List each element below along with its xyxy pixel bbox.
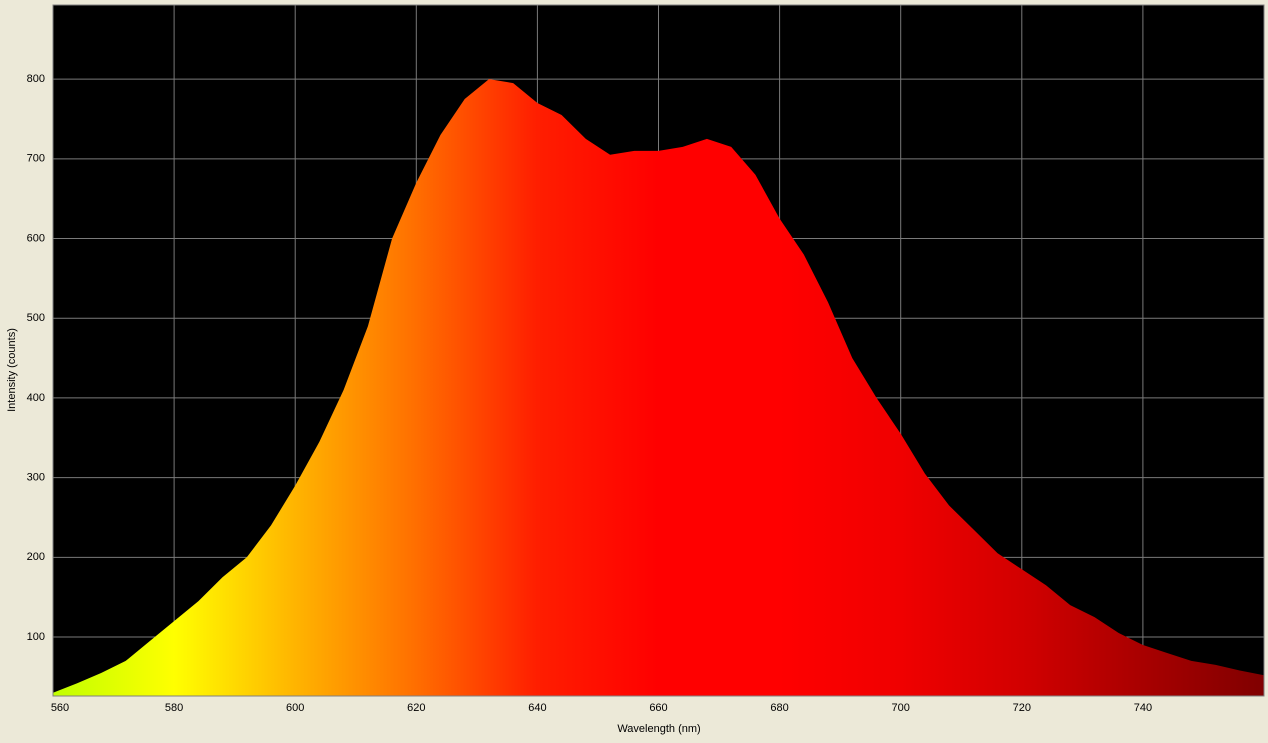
y-tick-label: 800	[27, 73, 45, 85]
y-tick-label: 400	[27, 392, 45, 404]
x-tick-label: 660	[649, 702, 667, 714]
y-tick-label: 500	[27, 312, 45, 324]
x-tick-label: 720	[1013, 702, 1031, 714]
x-tick-label: 580	[165, 702, 183, 714]
x-tick-label: 700	[892, 702, 910, 714]
spectrum-area	[53, 79, 1264, 696]
x-tick-label: 680	[770, 702, 788, 714]
y-axis-title: Intensity (counts)	[6, 328, 18, 412]
y-tick-label: 300	[27, 472, 45, 484]
x-tick-label: 560	[51, 702, 69, 714]
x-axis-title: Wavelength (nm)	[617, 723, 700, 735]
x-tick-label: 600	[286, 702, 304, 714]
y-tick-label: 100	[27, 631, 45, 643]
y-tick-label: 700	[27, 153, 45, 165]
y-tick-label: 200	[27, 551, 45, 563]
plot-clip	[53, 79, 1264, 696]
plot-border	[52, 4, 1265, 697]
y-tick-label: 600	[27, 232, 45, 244]
x-tick-label: 640	[528, 702, 546, 714]
x-tick-label: 740	[1134, 702, 1152, 714]
x-tick-label: 620	[407, 702, 425, 714]
